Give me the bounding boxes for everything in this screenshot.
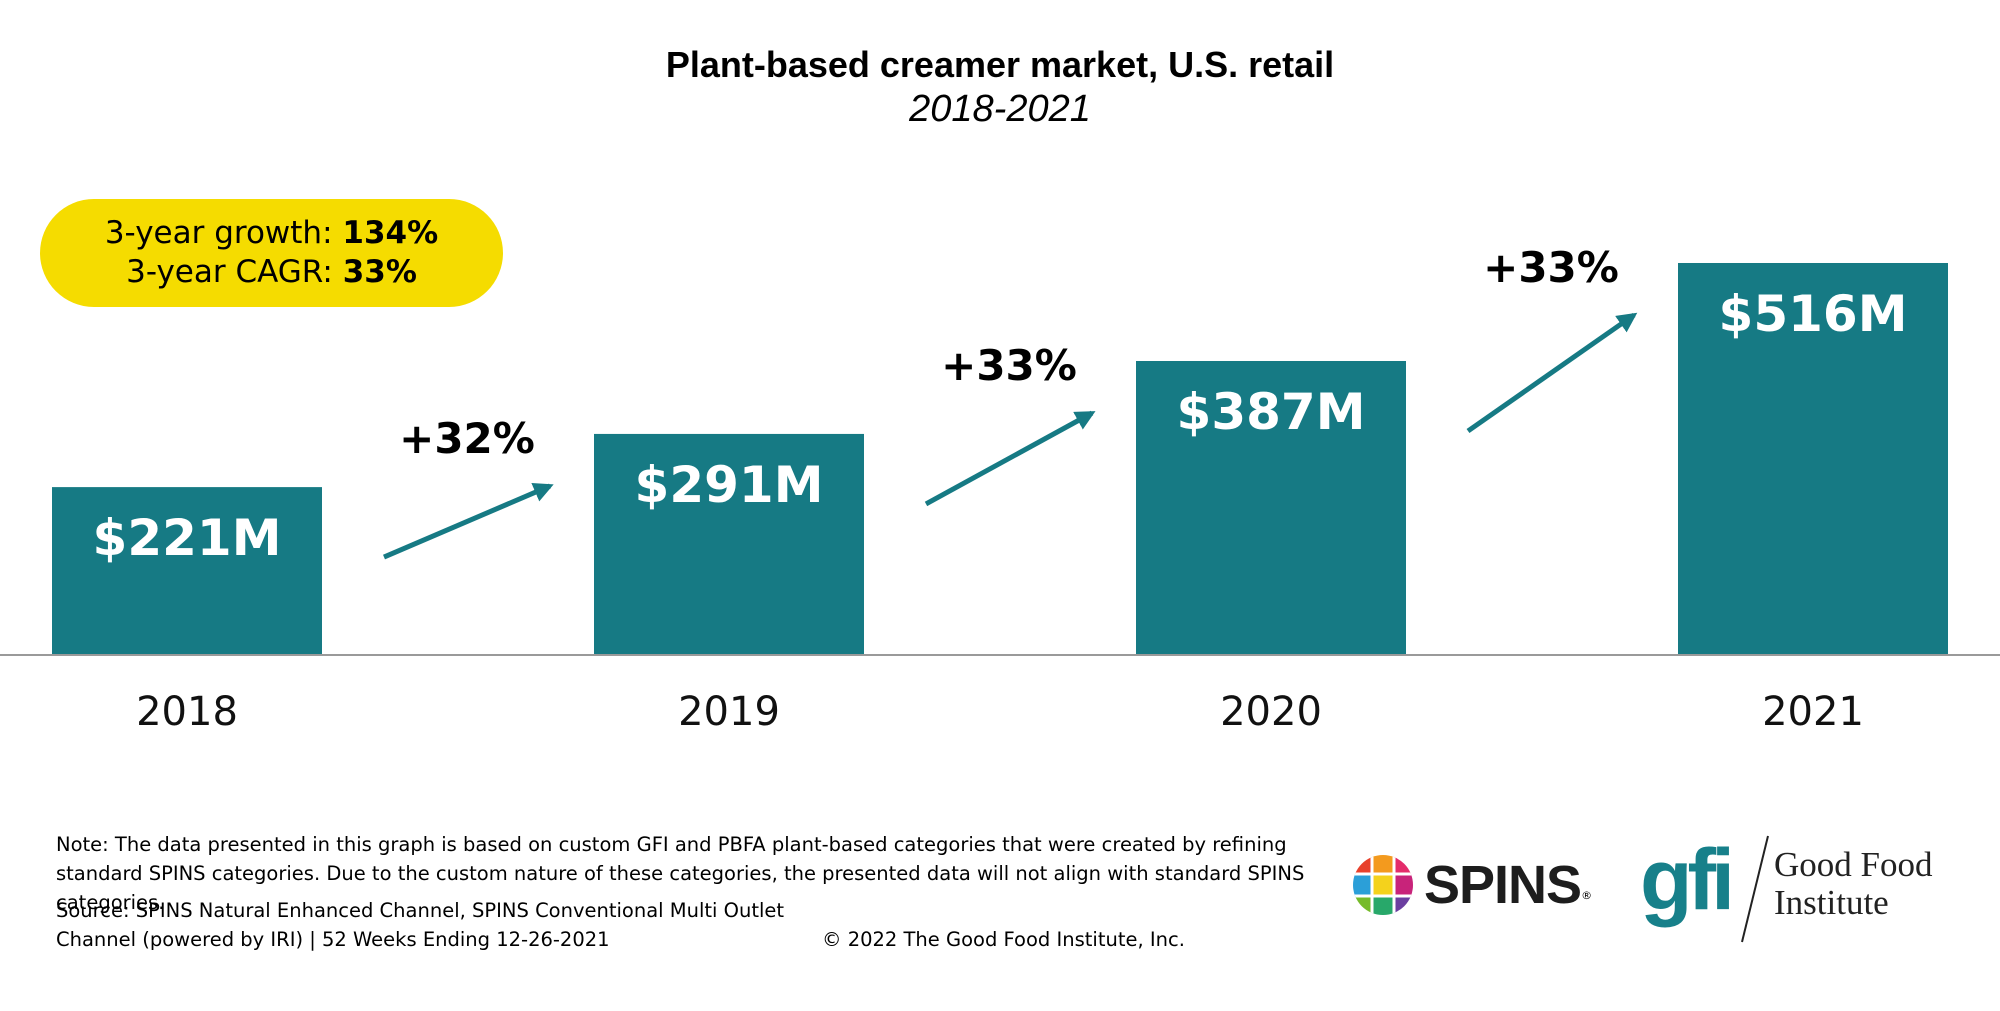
growth-label: 3-year growth:: [104, 215, 333, 251]
footnote: Note: The data presented in this graph i…: [56, 833, 1305, 914]
copyright: © 2022 The Good Food Institute, Inc.: [822, 928, 1185, 951]
bar-2019: [594, 433, 864, 655]
cagr-value: 33%: [342, 254, 417, 290]
chart-title: Plant-based creamer market, U.S. retail: [665, 44, 1335, 85]
chart-subtitle: 2018-2021: [909, 88, 1091, 130]
growth-callout: 3-year growth: 134% 3-year CAGR: 33%: [40, 199, 503, 307]
spins-wordmark: SPINS: [1424, 855, 1582, 915]
growth-arrow: [924, 410, 1096, 507]
x-tick-label: 2020: [1220, 689, 1322, 735]
bar-2021: [1678, 262, 1948, 655]
growth-label: +33%: [941, 341, 1077, 390]
cagr-label: 3-year CAGR:: [126, 254, 333, 290]
bar-value-label: $387M: [1177, 383, 1366, 441]
bar-2020: [1136, 360, 1406, 655]
gfi-name-line-1: Good Food: [1774, 845, 1933, 884]
growth-line: 3-year growth: 134%: [105, 214, 438, 253]
growth-arrow: [1466, 312, 1638, 434]
gfi-mark: gfi: [1640, 832, 1735, 928]
bar-value-label: $291M: [635, 456, 824, 514]
source-line-2: Channel (powered by IRI) | 52 Weeks Endi…: [56, 928, 610, 951]
source-note: Source: SPINS Natural Enhanced Channel, …: [56, 896, 816, 954]
x-tick-label: 2018: [136, 689, 238, 735]
growth-value: 134%: [342, 215, 439, 251]
bar-value-label: $221M: [93, 509, 282, 567]
gfi-divider: [1741, 835, 1769, 943]
x-tick-label: 2019: [678, 689, 780, 735]
x-tick-label: 2021: [1762, 689, 1864, 735]
growth-arrow: [383, 483, 554, 560]
source-line-1: Source: SPINS Natural Enhanced Channel, …: [56, 899, 785, 922]
cagr-line: 3-year CAGR: 33%: [126, 253, 417, 292]
gfi-name: Good Food Institute: [1774, 846, 1933, 922]
growth-label: +32%: [399, 414, 535, 463]
spins-logo: SPINS ®: [1350, 852, 1592, 918]
gfi-logo: gfi Good Food Institute: [1640, 830, 1960, 945]
bar-value-label: $516M: [1719, 285, 1908, 343]
spins-globe-icon: [1353, 855, 1413, 915]
bar-2018: [52, 487, 322, 655]
growth-label: +33%: [1483, 243, 1619, 292]
gfi-name-line-2: Institute: [1774, 883, 1889, 922]
